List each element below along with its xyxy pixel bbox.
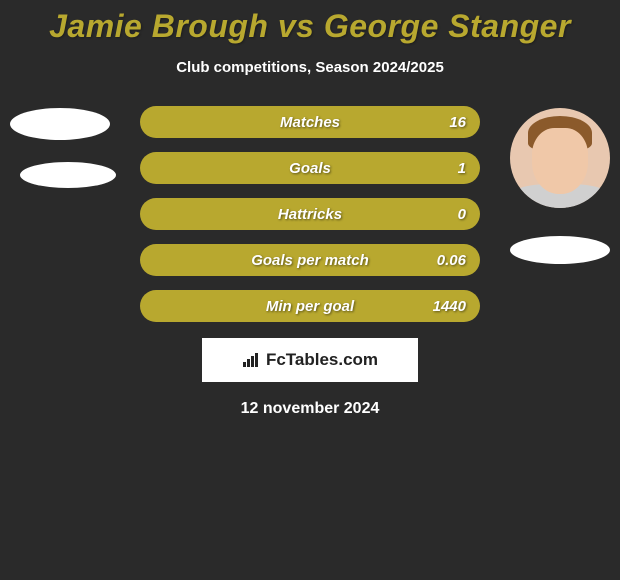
stat-row: Hattricks 0 bbox=[0, 198, 620, 230]
stat-label: Goals per match bbox=[251, 252, 369, 269]
stat-label: Min per goal bbox=[266, 298, 354, 315]
stat-label: Hattricks bbox=[278, 206, 342, 223]
page-title: Jamie Brough vs George Stanger bbox=[0, 0, 620, 45]
date-text: 12 november 2024 bbox=[0, 400, 620, 418]
stat-row: Goals per match 0.06 bbox=[0, 244, 620, 276]
stats-area: Matches 16 Goals 1 Hattricks 0 Goals per… bbox=[0, 106, 620, 322]
stat-bar-goals-per-match: Goals per match 0.06 bbox=[140, 244, 480, 276]
stat-value-right: 1440 bbox=[433, 298, 466, 315]
stat-row: Goals 1 bbox=[0, 152, 620, 184]
stat-value-right: 16 bbox=[449, 114, 466, 131]
branding-text: FcTables.com bbox=[266, 350, 378, 370]
stat-label: Goals bbox=[289, 160, 331, 177]
stat-row: Matches 16 bbox=[0, 106, 620, 138]
stat-value-right: 0 bbox=[458, 206, 466, 223]
stat-bar-matches: Matches 16 bbox=[140, 106, 480, 138]
chart-icon bbox=[242, 352, 262, 368]
stat-label: Matches bbox=[280, 114, 340, 131]
branding-badge: FcTables.com bbox=[202, 338, 418, 382]
stat-bar-hattricks: Hattricks 0 bbox=[140, 198, 480, 230]
stat-bar-min-per-goal: Min per goal 1440 bbox=[140, 290, 480, 322]
stat-value-right: 0.06 bbox=[437, 252, 466, 269]
stat-value-right: 1 bbox=[458, 160, 466, 177]
subtitle: Club competitions, Season 2024/2025 bbox=[0, 59, 620, 76]
stat-bar-goals: Goals 1 bbox=[140, 152, 480, 184]
stat-row: Min per goal 1440 bbox=[0, 290, 620, 322]
